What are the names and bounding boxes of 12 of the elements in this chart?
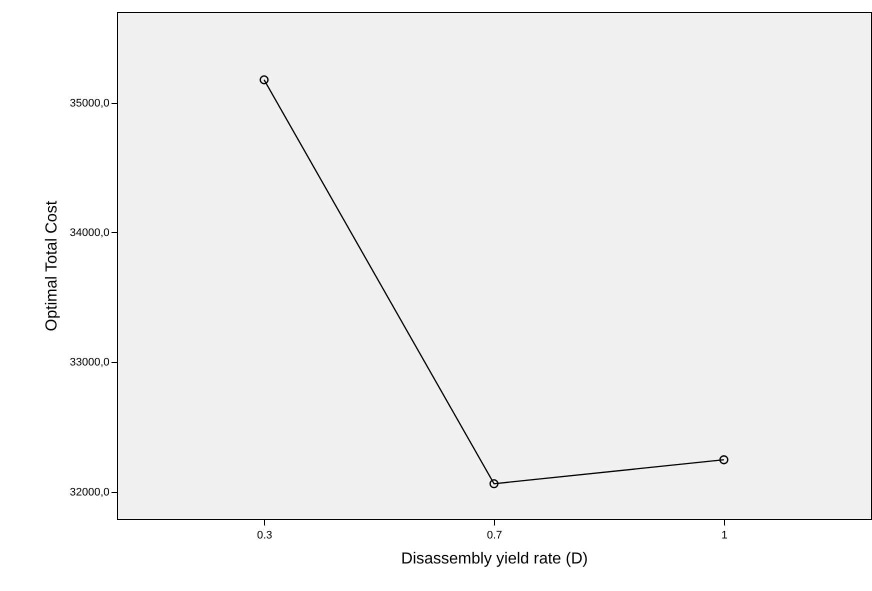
y-tick-label: 35000,0 [70,97,110,110]
x-tick-label: 0.3 [256,530,272,542]
y-tick-label: 32000,0 [70,486,110,498]
y-axis-title: Optimal Total Cost [44,200,61,332]
x-tick-label: 1 [721,530,728,542]
point [260,75,269,84]
point [719,455,728,464]
y-tick-label: 33000,0 [70,356,110,369]
y-tick-label: 34000,0 [70,226,110,239]
point [489,479,499,488]
x-tick-label: 0.7 [486,530,502,542]
x-axis-title: Disassembly yield rate (D) [401,550,588,568]
